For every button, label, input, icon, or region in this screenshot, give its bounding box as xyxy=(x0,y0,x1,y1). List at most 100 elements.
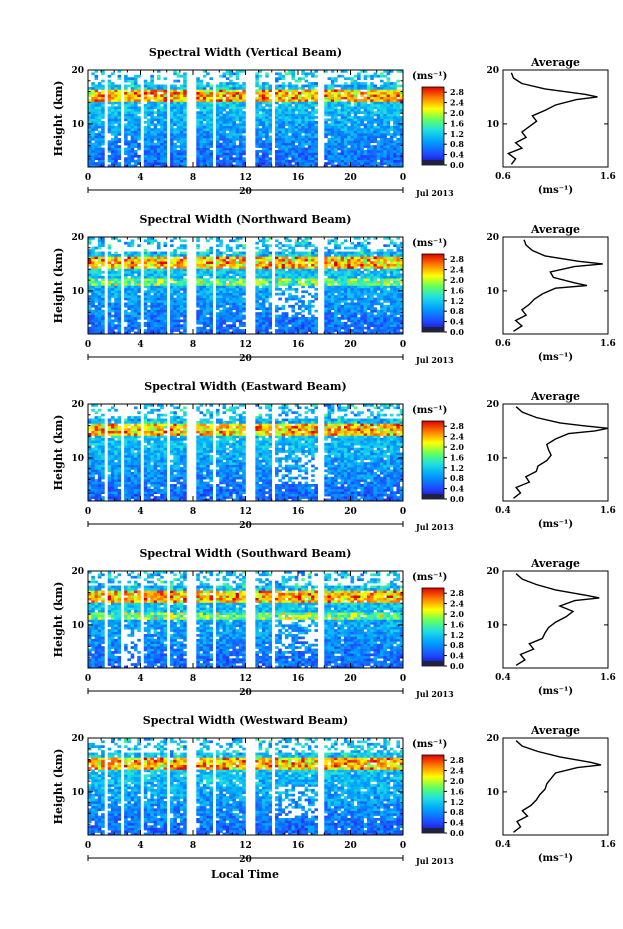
x-tick-label: 16 xyxy=(292,507,305,517)
colorbar-tick-label: 0.0 xyxy=(450,661,464,671)
average-x-tick-label: 0.6 xyxy=(495,172,511,182)
average-y-tick-label: 10 xyxy=(486,287,499,297)
y-tick-label: 20 xyxy=(71,66,84,76)
average-frame xyxy=(502,737,609,836)
average-frame xyxy=(502,570,609,669)
average-profile-panel: Average 10 20 0.4 1.6 (ms⁻¹) xyxy=(486,724,615,864)
x-tick-label: 0 xyxy=(400,674,406,684)
y-axis-label: Height (km) xyxy=(52,582,65,658)
x-tick-label: 4 xyxy=(137,674,143,684)
average-profile-panel: Average 10 20 0.4 1.6 (ms⁻¹) xyxy=(486,390,615,530)
average-y-tick-label: 10 xyxy=(486,454,499,464)
y-tick-label: 20 xyxy=(71,400,84,410)
average-profile-line xyxy=(513,406,609,499)
month-label: Jul 2013 xyxy=(415,856,454,866)
x-tick-label: 20 xyxy=(344,841,357,851)
average-unit: (ms⁻¹) xyxy=(538,519,573,530)
average-frame xyxy=(502,236,609,335)
colorbar xyxy=(421,253,445,333)
x-tick-label: 16 xyxy=(292,674,305,684)
colorbar-tick-label: 0.8 xyxy=(450,473,464,483)
colorbar-tick-label: 2.8 xyxy=(450,87,464,97)
colorbar-tick-label: 1.2 xyxy=(450,630,464,640)
colorbar-tick-label: 1.6 xyxy=(450,619,464,629)
colorbar-tick-label: 1.6 xyxy=(450,452,464,462)
average-x-tick-label: 0.4 xyxy=(495,506,511,516)
x-tick-label: 8 xyxy=(190,340,196,350)
panel-3: Spectral Width (Eastward Beam) 0 4 8 12 16 20 0… xyxy=(52,380,616,532)
y-axis-label: Height (km) xyxy=(52,749,65,825)
heatmap-field xyxy=(88,237,404,335)
x-tick-label: 0 xyxy=(400,340,406,350)
average-profile-panel: Average 10 20 0.6 1.6 (ms⁻¹) xyxy=(486,56,615,196)
x-tick-label: 16 xyxy=(292,340,305,350)
colorbar-tick-label: 0.4 xyxy=(450,150,464,160)
average-profile-line xyxy=(513,239,603,332)
average-y-tick-label: 20 xyxy=(486,233,499,243)
colorbar xyxy=(421,86,445,166)
x-tick-label: 12 xyxy=(239,841,252,851)
colorbar-tick-label: 0.4 xyxy=(450,651,464,661)
panel-5: Spectral Width (Westward Beam) 0 4 8 12 16 20 0… xyxy=(52,714,616,866)
y-tick-label: 10 xyxy=(71,621,84,631)
panel-2: Spectral Width (Northward Beam) 0 4 8 12 16 20… xyxy=(52,213,616,365)
average-y-tick-label: 10 xyxy=(486,788,499,798)
heatmap-field xyxy=(88,404,404,502)
average-title: Average xyxy=(530,223,580,236)
colorbar-unit: (ms⁻¹) xyxy=(412,238,447,249)
average-title: Average xyxy=(530,557,580,570)
x-tick-label: 12 xyxy=(239,340,252,350)
average-title: Average xyxy=(530,724,580,737)
y-axis-label: Height (km) xyxy=(52,81,65,157)
date-tick-label: 20 xyxy=(239,855,252,865)
heatmap-field xyxy=(88,571,404,669)
y-axis-label: Height (km) xyxy=(52,415,65,491)
average-x-tick-label: 0.4 xyxy=(495,673,511,683)
average-y-tick-label: 10 xyxy=(486,120,499,130)
average-frame xyxy=(502,69,609,168)
colorbar xyxy=(421,587,445,667)
colorbar-tick-label: 0.8 xyxy=(450,640,464,650)
average-x-tick-label: 1.6 xyxy=(600,673,616,683)
x-tick-label: 0 xyxy=(85,340,91,350)
average-profile-panel: Average 10 20 0.4 1.6 (ms⁻¹) xyxy=(486,557,615,697)
heatmap-field xyxy=(88,738,404,836)
colorbar-tick-label: 2.4 xyxy=(450,599,464,609)
colorbar-unit: (ms⁻¹) xyxy=(412,405,447,416)
colorbar-tick-label: 2.4 xyxy=(450,766,464,776)
y-axis-label: Height (km) xyxy=(52,248,65,324)
month-label: Jul 2013 xyxy=(415,355,454,365)
x-tick-label: 4 xyxy=(137,173,143,183)
average-y-tick-label: 20 xyxy=(486,66,499,76)
colorbar-tick-label: 1.2 xyxy=(450,797,464,807)
date-tick-label: 20 xyxy=(239,521,252,531)
x-tick-label: 16 xyxy=(292,841,305,851)
colorbar-tick-label: 2.4 xyxy=(450,265,464,275)
x-tick-label: 0 xyxy=(85,173,91,183)
colorbar-tick-label: 1.2 xyxy=(450,463,464,473)
x-tick-label: 0 xyxy=(400,841,406,851)
colorbar-unit: (ms⁻¹) xyxy=(412,71,447,82)
average-profile-line xyxy=(513,740,602,833)
x-tick-label: 20 xyxy=(344,507,357,517)
colorbar xyxy=(421,754,445,834)
colorbar-tick-label: 2.0 xyxy=(450,108,464,118)
average-title: Average xyxy=(530,56,580,69)
panel-title: Spectral Width (Southward Beam) xyxy=(139,547,351,560)
month-label: Jul 2013 xyxy=(415,689,454,699)
average-frame xyxy=(502,403,609,502)
month-label: Jul 2013 xyxy=(415,188,454,198)
average-x-tick-label: 1.6 xyxy=(600,172,616,182)
x-tick-label: 4 xyxy=(137,841,143,851)
panel-title: Spectral Width (Westward Beam) xyxy=(143,714,348,727)
colorbar-tick-label: 0.0 xyxy=(450,327,464,337)
heatmap-field xyxy=(88,70,404,168)
average-profile-line xyxy=(515,573,600,666)
colorbar-tick-label: 1.6 xyxy=(450,786,464,796)
x-tick-label: 8 xyxy=(190,674,196,684)
colorbar-tick-label: 0.8 xyxy=(450,306,464,316)
average-y-tick-label: 20 xyxy=(486,734,499,744)
panel-title: Spectral Width (Eastward Beam) xyxy=(144,380,346,393)
average-unit: (ms⁻¹) xyxy=(538,185,573,196)
